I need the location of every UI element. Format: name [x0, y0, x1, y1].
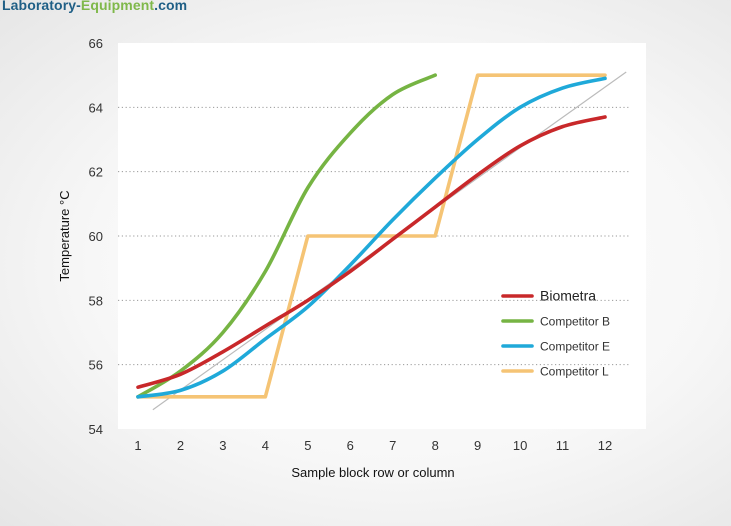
series-line-competitor-e — [136, 76, 607, 399]
series-line-competitor-b — [136, 73, 437, 399]
x-tick-4: 4 — [262, 438, 269, 453]
y-tick-labels: 54 56 58 60 62 64 66 — [89, 36, 103, 437]
gridlines — [118, 106, 630, 366]
x-tick-8: 8 — [432, 438, 439, 453]
y-tick-58: 58 — [89, 293, 103, 308]
y-tick-64: 64 — [89, 100, 103, 115]
legend-label-competitor-l: Competitor L — [540, 365, 609, 379]
x-tick-12: 12 — [598, 438, 612, 453]
watermark-part1: Laboratory- — [2, 0, 81, 13]
x-tick-6: 6 — [347, 438, 354, 453]
y-tick-66: 66 — [89, 36, 103, 51]
series-line-biometra — [136, 115, 607, 389]
x-tick-5: 5 — [304, 438, 311, 453]
y-tick-54: 54 — [89, 422, 103, 437]
x-tick-labels: 1 2 3 4 5 6 7 8 9 10 11 12 — [134, 438, 612, 453]
x-tick-1: 1 — [134, 438, 141, 453]
site-watermark: Laboratory-Equipment.com — [2, 0, 187, 13]
legend-label-competitor-b: Competitor B — [540, 315, 610, 329]
watermark-part2: Equipment — [80, 0, 155, 13]
legend-label-competitor-e: Competitor E — [540, 340, 610, 354]
x-tick-9: 9 — [474, 438, 481, 453]
y-axis-title: Temperature °C — [57, 190, 72, 281]
series-line-competitor-l — [136, 73, 607, 399]
watermark-part3: .com — [154, 0, 188, 13]
series-lines — [136, 73, 607, 399]
x-tick-2: 2 — [177, 438, 184, 453]
x-tick-11: 11 — [556, 438, 570, 453]
legend: Biometra Competitor B Competitor E Competit… — [501, 288, 610, 379]
y-tick-56: 56 — [89, 358, 103, 373]
x-tick-10: 10 — [513, 438, 527, 453]
legend-label-biometra: Biometra — [540, 288, 596, 304]
y-tick-60: 60 — [89, 229, 103, 244]
x-tick-3: 3 — [219, 438, 226, 453]
x-axis-title: Sample block row or column — [291, 465, 454, 480]
x-tick-7: 7 — [389, 438, 396, 453]
y-tick-62: 62 — [89, 165, 103, 180]
